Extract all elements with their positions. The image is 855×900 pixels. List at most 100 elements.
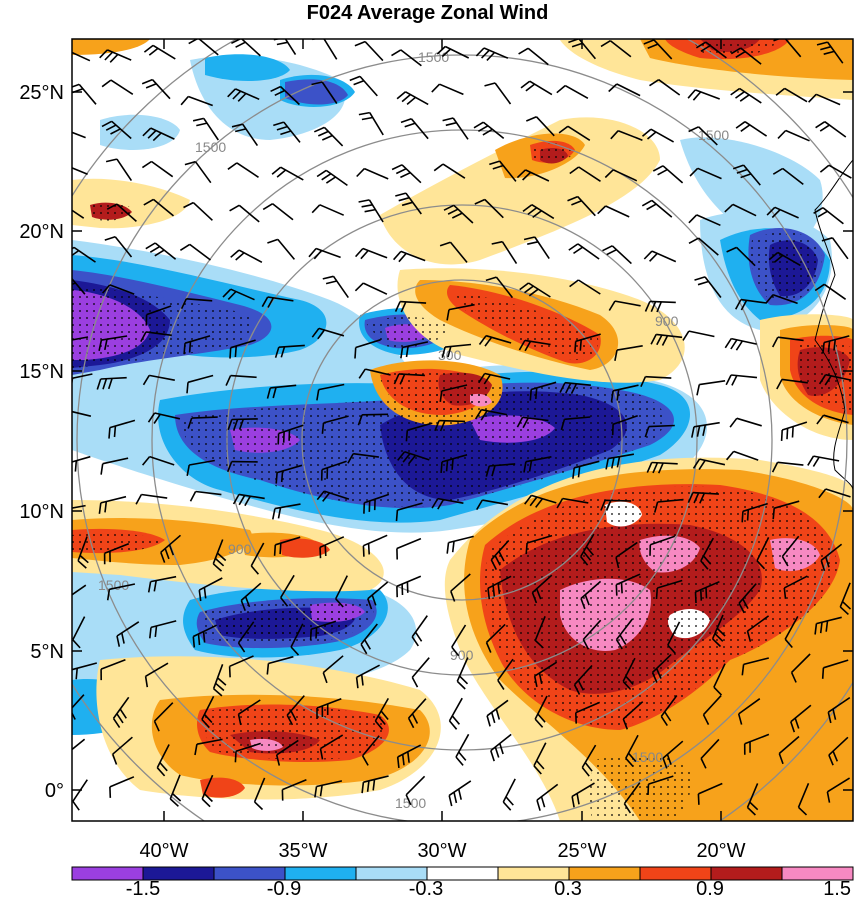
wind-barb-feather (490, 559, 498, 570)
wind-barb-feather (143, 44, 154, 53)
wind-barb-feather (106, 203, 118, 210)
wind-barb-feather (736, 168, 748, 174)
latitude-axis (72, 91, 853, 791)
wind-barb (320, 734, 344, 750)
wind-barb-feather (688, 237, 699, 245)
latitude-labels: 25°N 20°N 15°N 10°N 5°N 0° (19, 82, 64, 802)
wind-barb (623, 782, 641, 805)
wind-barb (622, 657, 636, 682)
wind-barb-feather (492, 164, 504, 170)
wind-barb-feather (440, 461, 443, 473)
wind-barb (651, 461, 678, 465)
wind-barb-feather (655, 587, 659, 600)
wind-barb (404, 451, 430, 461)
wind-barb (231, 418, 258, 421)
wind-barb (156, 744, 170, 769)
wind-barb (497, 658, 514, 681)
wind-barb (280, 166, 304, 181)
wind-barb (577, 196, 596, 217)
wind-barb (400, 49, 422, 67)
wind-barb-feather (149, 627, 152, 639)
wind-barb-feather (116, 635, 121, 647)
wind-barb (323, 126, 344, 147)
wind-barb-feather (445, 121, 457, 127)
wind-barb (781, 378, 808, 384)
wind-barb-feather (367, 598, 373, 610)
colorbar (71, 866, 854, 881)
wind-barb-feather (445, 460, 449, 472)
wind-barb-feather (478, 335, 487, 345)
wind-barb (481, 408, 508, 416)
wind-barb-feather (528, 460, 533, 472)
wind-barb-feather (477, 125, 489, 132)
wind-barb-feather (180, 298, 188, 310)
wind-barb (580, 533, 595, 558)
wind-barb-feather (724, 203, 734, 213)
wind-barb (398, 373, 425, 377)
wind-barb-feather (828, 754, 834, 766)
wind-barb-feather (192, 117, 204, 122)
wind-barb-feather (491, 240, 503, 245)
wind-barb (286, 695, 305, 716)
wind-barb-feather (398, 196, 410, 202)
wind-barb-feather (483, 374, 491, 385)
wind-barb-feather (577, 466, 581, 478)
wind-barb-feather (60, 410, 66, 419)
wind-barb (485, 623, 506, 644)
wind-barb (531, 204, 555, 220)
wind-barb-feather (431, 498, 439, 509)
wind-barb-feather (183, 343, 186, 355)
wind-barb-feather (597, 205, 607, 215)
wind-barb-feather (518, 47, 529, 55)
wind-barb (444, 45, 470, 59)
wind-barb-feather (518, 340, 526, 351)
wind-barb-feather (820, 45, 832, 51)
wind-barb-feather (276, 125, 288, 131)
wind-barb-feather (694, 591, 697, 604)
wind-barb-feather (577, 680, 585, 691)
wind-barb-feather (616, 389, 620, 401)
wind-barb (356, 664, 380, 679)
wind-barb-feather (667, 644, 676, 654)
longitude-axis (163, 39, 722, 821)
wind-barb-feather (156, 767, 166, 777)
wind-barb (145, 662, 169, 677)
ring-label-900-southwest: 900 (228, 541, 252, 557)
wind-barb-feather (362, 545, 365, 557)
wind-barb-feather (316, 389, 320, 401)
wind-barb-feather (58, 274, 68, 278)
wind-barb-feather (164, 548, 170, 560)
wind-barb (502, 778, 516, 803)
wind-barb-feather (772, 167, 784, 175)
wind-barb-feather (232, 494, 240, 505)
wind-barb (617, 129, 643, 141)
wind-barb-feather (532, 210, 542, 219)
wind-barb (192, 202, 213, 221)
wind-barb (790, 704, 812, 723)
wind-barb (374, 698, 389, 722)
wind-barb (531, 574, 553, 594)
wind-barb (534, 236, 550, 260)
wind-barb-feather (692, 458, 701, 469)
wind-barb (577, 243, 600, 260)
wind-barb (402, 341, 429, 349)
wind-barb-feather (455, 756, 464, 766)
wind-barb-feather (827, 712, 832, 724)
wind-barb-feather (714, 633, 724, 642)
wind-barb-feather (814, 283, 825, 292)
wind-barb-feather (414, 631, 423, 642)
wind-barb-feather (147, 129, 157, 139)
wind-barb (482, 121, 505, 140)
wind-barb-feather (64, 464, 65, 475)
wind-barb (282, 779, 307, 791)
wind-barb (323, 39, 338, 60)
wind-barb (614, 300, 641, 307)
wind-barb-feather (533, 675, 538, 688)
wind-barb (141, 493, 168, 499)
wind-barb-feather (104, 51, 114, 61)
wind-barb (160, 534, 182, 553)
wind-barb-feather (74, 460, 78, 472)
wind-barb (747, 615, 770, 632)
wind-barb-feather (64, 756, 67, 766)
wind-barb-feather (240, 600, 246, 611)
